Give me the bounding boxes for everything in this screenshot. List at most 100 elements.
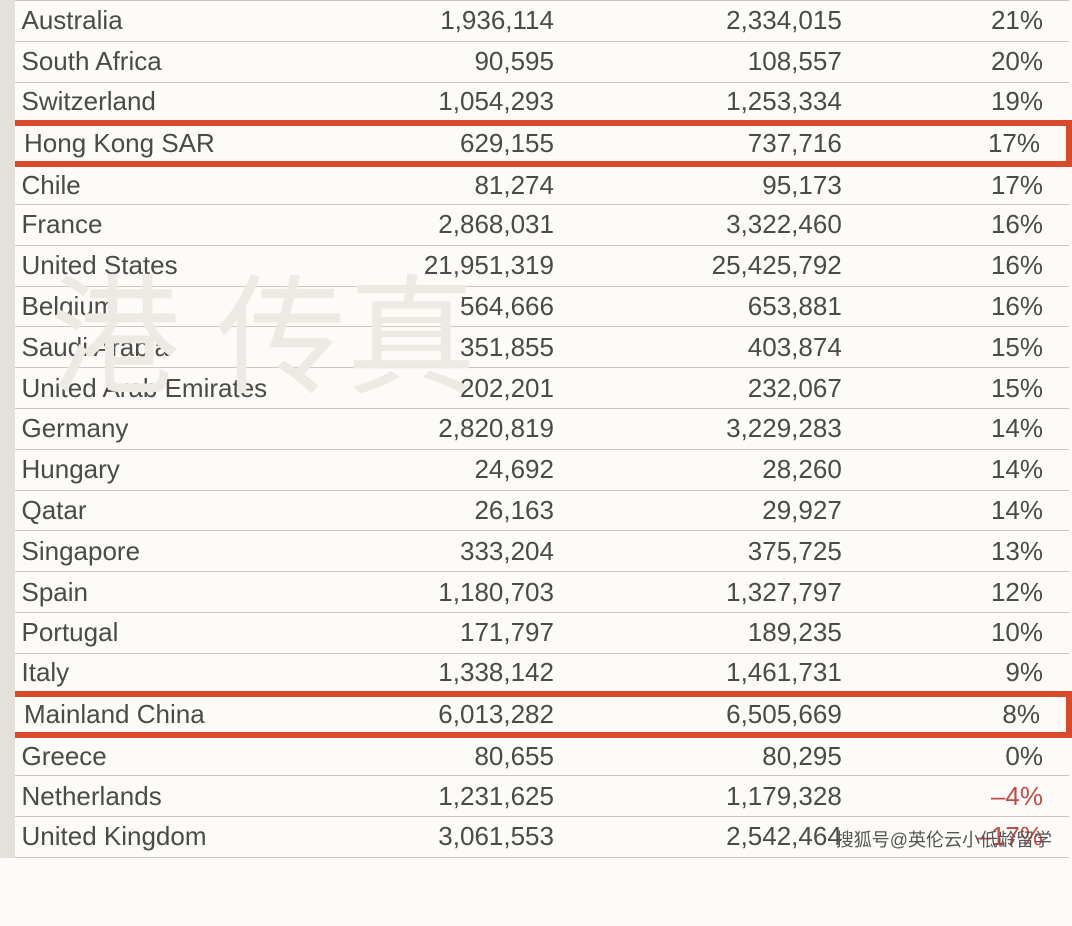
value2-cell: 2,542,464 xyxy=(568,816,856,857)
percent-cell: 8% xyxy=(856,694,1069,735)
value2-cell: 737,716 xyxy=(568,123,856,164)
value1-cell: 6,013,282 xyxy=(333,694,568,735)
percent-cell: 19% xyxy=(856,82,1069,123)
percent-cell: 17% xyxy=(856,123,1069,164)
percent-cell: 15% xyxy=(856,368,1069,409)
value1-cell: 24,692 xyxy=(333,449,568,490)
country-cell: Portugal xyxy=(3,612,333,653)
table-row: United States21,951,31925,425,79216% xyxy=(3,245,1069,286)
value2-cell: 3,322,460 xyxy=(568,204,856,245)
value1-cell: 629,155 xyxy=(333,123,568,164)
percent-cell: –4% xyxy=(856,776,1069,817)
value1-cell: 1,231,625 xyxy=(333,776,568,817)
percent-cell: 0% xyxy=(856,735,1069,776)
value1-cell: 81,274 xyxy=(333,164,568,205)
value2-cell: 2,334,015 xyxy=(568,1,856,42)
value2-cell: 3,229,283 xyxy=(568,408,856,449)
percent-cell: 16% xyxy=(856,245,1069,286)
value2-cell: 1,461,731 xyxy=(568,653,856,694)
value1-cell: 564,666 xyxy=(333,286,568,327)
value1-cell: 1,054,293 xyxy=(333,82,568,123)
percent-cell: 15% xyxy=(856,327,1069,368)
country-cell: United States xyxy=(3,245,333,286)
table-row: Greece80,65580,2950% xyxy=(3,735,1069,776)
table-row: Spain1,180,7031,327,79712% xyxy=(3,572,1069,613)
value1-cell: 90,595 xyxy=(333,41,568,82)
value2-cell: 1,253,334 xyxy=(568,82,856,123)
table-row: Qatar26,16329,92714% xyxy=(3,490,1069,531)
percent-cell: 14% xyxy=(856,490,1069,531)
country-cell: Germany xyxy=(3,408,333,449)
value2-cell: 25,425,792 xyxy=(568,245,856,286)
value2-cell: 653,881 xyxy=(568,286,856,327)
percent-cell: 13% xyxy=(856,531,1069,572)
table-row: Singapore333,204375,72513% xyxy=(3,531,1069,572)
value1-cell: 21,951,319 xyxy=(333,245,568,286)
percent-cell: 9% xyxy=(856,653,1069,694)
value1-cell: 351,855 xyxy=(333,327,568,368)
table-row: United Arab Emirates202,201232,06715% xyxy=(3,368,1069,409)
value1-cell: 80,655 xyxy=(333,735,568,776)
value1-cell: 3,061,553 xyxy=(333,816,568,857)
table-row: Saudi Arabia351,855403,87415% xyxy=(3,327,1069,368)
table-row: Italy1,338,1421,461,7319% xyxy=(3,653,1069,694)
country-cell: Singapore xyxy=(3,531,333,572)
value1-cell: 1,338,142 xyxy=(333,653,568,694)
table-row: Germany2,820,8193,229,28314% xyxy=(3,408,1069,449)
country-cell: Qatar xyxy=(3,490,333,531)
table-row: Netherlands1,231,6251,179,328–4% xyxy=(3,776,1069,817)
table-row: South Africa90,595108,55720% xyxy=(3,41,1069,82)
value2-cell: 95,173 xyxy=(568,164,856,205)
country-cell: Italy xyxy=(3,653,333,694)
value2-cell: 28,260 xyxy=(568,449,856,490)
table-row: France2,868,0313,322,46016% xyxy=(3,204,1069,245)
percent-cell: 16% xyxy=(856,204,1069,245)
percent-cell: 21% xyxy=(856,1,1069,42)
table-row: Mainland China6,013,2826,505,6698% xyxy=(3,694,1069,735)
percent-cell: 17% xyxy=(856,164,1069,205)
value2-cell: 29,927 xyxy=(568,490,856,531)
country-cell: United Arab Emirates xyxy=(3,368,333,409)
table-row: Hong Kong SAR629,155737,71617% xyxy=(3,123,1069,164)
value1-cell: 202,201 xyxy=(333,368,568,409)
country-cell: Chile xyxy=(3,164,333,205)
value1-cell: 2,868,031 xyxy=(333,204,568,245)
data-table: Australia1,936,1142,334,01521%South Afri… xyxy=(0,0,1072,858)
value1-cell: 171,797 xyxy=(333,612,568,653)
value2-cell: 403,874 xyxy=(568,327,856,368)
percent-cell: 14% xyxy=(856,449,1069,490)
table-row: Belgium564,666653,88116% xyxy=(3,286,1069,327)
country-cell: Hong Kong SAR xyxy=(3,123,333,164)
value1-cell: 1,936,114 xyxy=(333,1,568,42)
country-cell: Mainland China xyxy=(3,694,333,735)
percent-cell: 10% xyxy=(856,612,1069,653)
table-row: Portugal171,797189,23510% xyxy=(3,612,1069,653)
value1-cell: 2,820,819 xyxy=(333,408,568,449)
value1-cell: 333,204 xyxy=(333,531,568,572)
value2-cell: 189,235 xyxy=(568,612,856,653)
value2-cell: 108,557 xyxy=(568,41,856,82)
value1-cell: 1,180,703 xyxy=(333,572,568,613)
value2-cell: 375,725 xyxy=(568,531,856,572)
country-cell: Hungary xyxy=(3,449,333,490)
country-cell: Switzerland xyxy=(3,82,333,123)
country-cell: South Africa xyxy=(3,41,333,82)
table-row: Australia1,936,1142,334,01521% xyxy=(3,1,1069,42)
value1-cell: 26,163 xyxy=(333,490,568,531)
country-cell: France xyxy=(3,204,333,245)
table-row: Chile81,27495,17317% xyxy=(3,164,1069,205)
table-container: 港 传真 Australia1,936,1142,334,01521%South… xyxy=(0,0,1072,858)
percent-cell: 16% xyxy=(856,286,1069,327)
country-cell: United Kingdom xyxy=(3,816,333,857)
country-cell: Netherlands xyxy=(3,776,333,817)
value2-cell: 6,505,669 xyxy=(568,694,856,735)
value2-cell: 80,295 xyxy=(568,735,856,776)
percent-cell: 20% xyxy=(856,41,1069,82)
percent-cell: 14% xyxy=(856,408,1069,449)
source-watermark: 搜狐号@英伦云小低龄留学 xyxy=(836,826,1052,852)
value2-cell: 1,179,328 xyxy=(568,776,856,817)
country-cell: Australia xyxy=(3,1,333,42)
country-cell: Belgium xyxy=(3,286,333,327)
country-cell: Greece xyxy=(3,735,333,776)
table-row: Hungary24,69228,26014% xyxy=(3,449,1069,490)
